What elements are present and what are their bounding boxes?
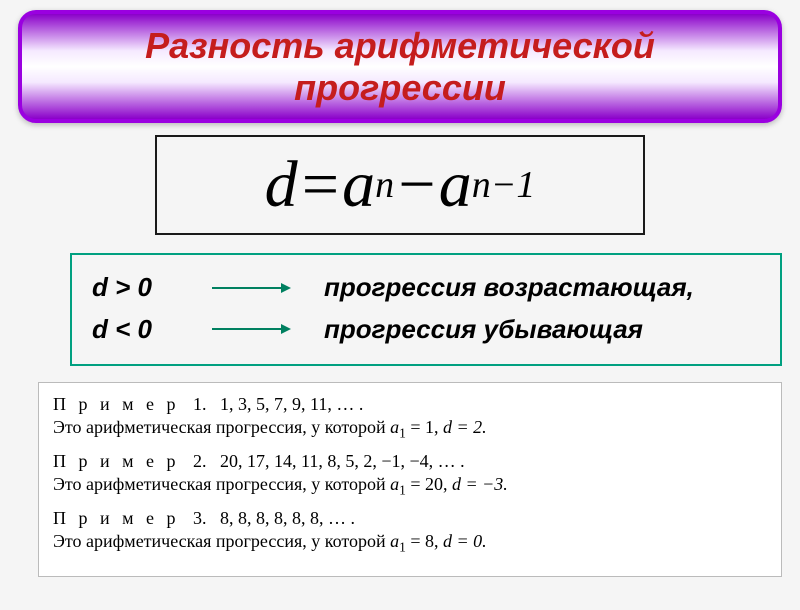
formula-d: d bbox=[265, 147, 298, 223]
formula-eq: = bbox=[298, 147, 343, 223]
example-a1v: = 20, bbox=[410, 474, 452, 494]
example-seq: 1, 3, 5, 7, 9, 11, … . bbox=[220, 394, 363, 414]
example-a1v: = 8, bbox=[410, 531, 443, 551]
title-text: Разность арифметической прогрессии bbox=[145, 25, 655, 108]
formula-minus: − bbox=[394, 147, 439, 223]
example-label: П р и м е р bbox=[53, 451, 180, 471]
example-a: a bbox=[390, 531, 399, 551]
formula-a1: a bbox=[342, 147, 375, 223]
formula-box: d = a n − a n−1 bbox=[155, 135, 645, 235]
example-seq: 8, 8, 8, 8, 8, 8, … . bbox=[220, 508, 355, 528]
arrow-icon bbox=[212, 328, 324, 330]
example-dv: d = −3. bbox=[452, 474, 508, 494]
condition-right: прогрессия убывающая bbox=[324, 309, 643, 351]
formula-sub1: n bbox=[375, 163, 394, 207]
example-num: 2. bbox=[193, 451, 207, 471]
formula-a2: a bbox=[439, 147, 472, 223]
arrow-icon bbox=[212, 287, 324, 289]
formula-sub2: n−1 bbox=[472, 163, 536, 207]
example-label: П р и м е р bbox=[53, 394, 180, 414]
example-dv: d = 0. bbox=[443, 531, 487, 551]
example-a: a bbox=[390, 474, 399, 494]
condition-right: прогрессия возрастающая, bbox=[324, 267, 694, 309]
example-seq: 20, 17, 14, 11, 8, 5, 2, −1, −4, … . bbox=[220, 451, 465, 471]
example-num: 1. bbox=[193, 394, 207, 414]
example-desc: Это арифметическая прогрессия, у которой bbox=[53, 531, 390, 551]
condition-left: d > 0 bbox=[92, 267, 212, 309]
example-block: П р и м е р 2. 20, 17, 14, 11, 8, 5, 2, … bbox=[53, 450, 767, 499]
example-dv: d = 2. bbox=[443, 417, 487, 437]
example-desc: Это арифметическая прогрессия, у которой bbox=[53, 474, 390, 494]
title-banner: Разность арифметической прогрессии bbox=[18, 10, 782, 123]
example-a: a bbox=[390, 417, 399, 437]
example-block: П р и м е р 3. 8, 8, 8, 8, 8, 8, … . Это… bbox=[53, 507, 767, 556]
condition-row: d < 0 прогрессия убывающая bbox=[92, 309, 760, 351]
condition-row: d > 0 прогрессия возрастающая, bbox=[92, 267, 760, 309]
example-num: 3. bbox=[193, 508, 207, 528]
title-line2: прогрессии bbox=[294, 67, 506, 108]
example-desc: Это арифметическая прогрессия, у которой bbox=[53, 417, 390, 437]
example-a1v: = 1, bbox=[410, 417, 443, 437]
condition-left: d < 0 bbox=[92, 309, 212, 351]
example-block: П р и м е р 1. 1, 3, 5, 7, 9, 11, … . Эт… bbox=[53, 393, 767, 442]
examples-panel: П р и м е р 1. 1, 3, 5, 7, 9, 11, … . Эт… bbox=[38, 382, 782, 577]
conditions-box: d > 0 прогрессия возрастающая, d < 0 про… bbox=[70, 253, 782, 366]
title-line1: Разность арифметической bbox=[145, 25, 655, 66]
example-label: П р и м е р bbox=[53, 508, 180, 528]
